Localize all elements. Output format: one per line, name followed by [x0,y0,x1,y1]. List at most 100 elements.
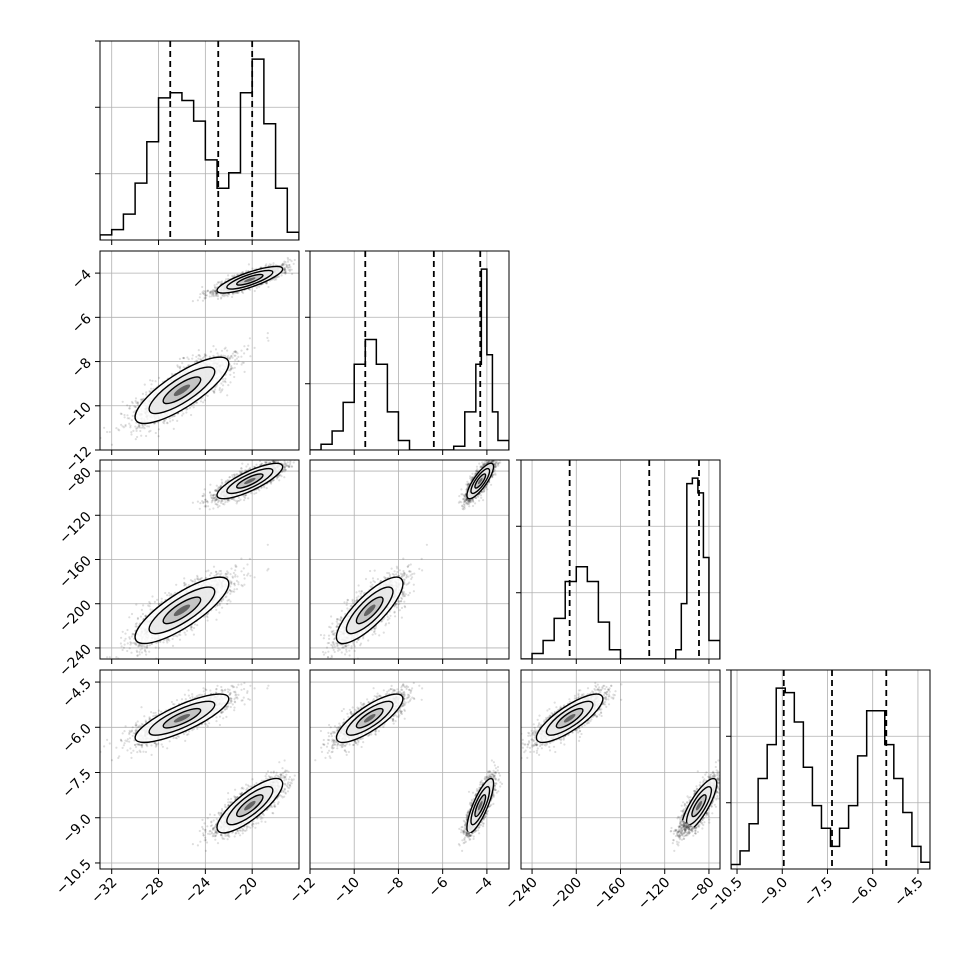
ytick-label-1-4: −4 [69,267,95,293]
sample-point [205,294,207,296]
sample-point [220,391,222,393]
sample-point [212,291,214,293]
sample-point [212,345,214,347]
sample-point [226,350,228,352]
sample-point [145,394,147,396]
sample-point [243,345,245,347]
sample-point [186,356,188,358]
sample-point [133,411,135,413]
sample-point [201,291,203,293]
sample-point [197,358,199,360]
sample-point [289,259,291,261]
sample-point [234,355,236,357]
sample-point [234,359,236,361]
sample-point [204,297,206,299]
sample-point [177,366,179,368]
sample-point [185,411,187,413]
sample-point [214,290,216,292]
sample-point [240,350,242,352]
sample-point [134,426,136,428]
sample-point [302,263,304,265]
sample-point [142,426,144,428]
sample-point [148,431,150,433]
sample-point [148,425,150,427]
sample-point [130,433,132,435]
sample-point [199,293,201,295]
sample-point [130,431,132,433]
sample-point [132,430,134,432]
sample-point [220,297,222,299]
sample-point [121,413,123,415]
sample-point [201,286,203,288]
sample-point [144,384,146,386]
panel-1-0: −12−10−8−6−4 [63,251,305,476]
sample-point [215,294,217,296]
sample-point [229,369,231,371]
sample-point [140,435,142,437]
sample-point [291,269,293,271]
sample-point [182,357,184,359]
sample-point [221,350,223,352]
sample-point [240,356,242,358]
sample-point [204,499,206,501]
sample-point [129,425,131,427]
sample-point [231,296,233,298]
sample-point [195,356,197,358]
sample-point [245,465,247,467]
sample-point [225,278,227,280]
sample-point [141,399,143,401]
sample-point [293,263,295,265]
sample-point [227,384,229,386]
sample-point [289,266,291,268]
sample-point [138,423,140,425]
sample-point [249,337,251,339]
ytick-label-1-1: −10 [63,399,95,431]
sample-point [202,300,204,302]
sample-point [137,426,139,428]
sample-point [172,419,174,421]
sample-point [192,300,194,302]
sample-point [106,431,108,433]
sample-point [215,348,217,350]
sample-point [148,390,150,392]
sample-point [128,423,130,425]
sample-point [224,378,226,380]
sample-point [242,362,244,364]
sample-point [145,391,147,393]
sample-point [294,259,296,261]
sample-point [214,284,216,286]
sample-point [97,438,99,440]
panel-2-0: −240−200−160−120−80 [56,453,304,680]
sample-point [230,365,232,367]
sample-point [291,273,293,275]
sample-point [283,261,285,263]
panel-0-0 [95,41,299,245]
sample-point [226,394,228,396]
sample-point [227,274,229,276]
sample-point [284,455,286,457]
sample-point [125,424,127,426]
sample-point [136,436,138,438]
sample-point [135,400,137,402]
sample-point [166,422,168,424]
sample-point [111,444,113,446]
sample-point [216,352,218,354]
sample-point [129,407,131,409]
sample-point [207,290,209,292]
sample-point [189,407,191,409]
sample-point [117,428,119,430]
sample-point [209,356,211,358]
sample-point [256,287,258,289]
sample-point [169,417,171,419]
sample-point [249,289,251,291]
sample-point [236,502,238,504]
sample-point [191,358,193,360]
sample-point [211,295,213,297]
sample-point [198,349,200,351]
ytick-label-1-2: −8 [69,355,95,381]
sample-point [229,381,231,383]
sample-point [248,263,250,265]
panel-1-1 [305,251,509,455]
sample-point [272,262,274,264]
sample-point [126,414,128,416]
